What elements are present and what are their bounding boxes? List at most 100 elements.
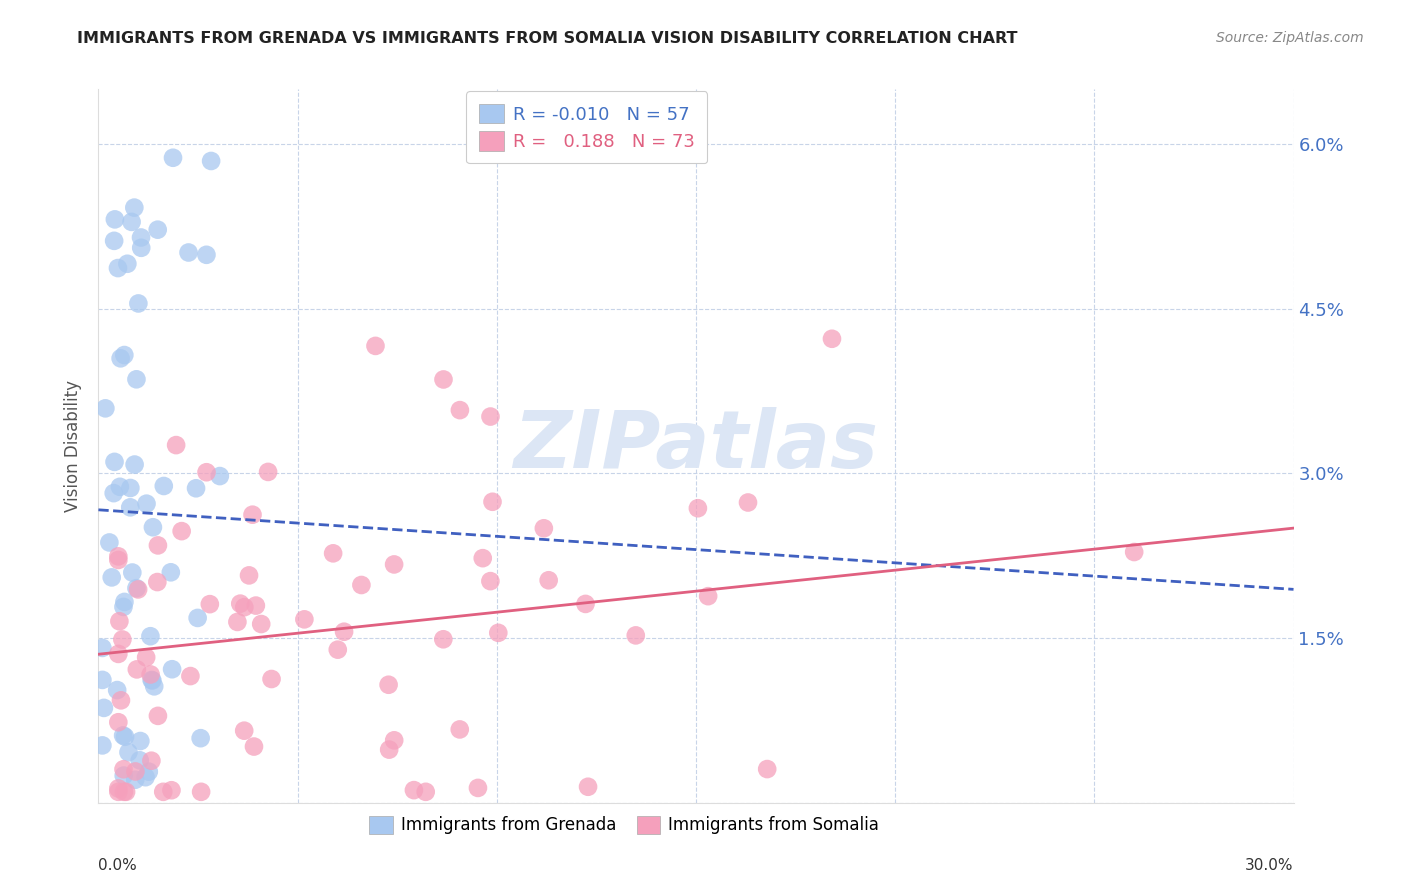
Point	[110, 351, 132, 366]
Point	[111, 632, 134, 647]
Point	[537, 574, 560, 588]
Point	[260, 672, 283, 686]
Point	[98, 535, 121, 549]
Point	[110, 693, 132, 707]
Text: ZIPatlas: ZIPatlas	[513, 407, 879, 485]
Point	[415, 785, 437, 799]
Text: 0.0%: 0.0%	[98, 858, 138, 872]
Point	[141, 673, 163, 687]
Text: Source: ZipAtlas.com: Source: ZipAtlas.com	[1216, 31, 1364, 45]
Point	[198, 597, 221, 611]
Point	[115, 785, 138, 799]
Point	[152, 479, 174, 493]
Point	[127, 582, 149, 597]
Y-axis label: Vision Disability: Vision Disability	[65, 380, 83, 512]
Point	[94, 401, 117, 416]
Point	[467, 780, 489, 795]
Point	[146, 709, 169, 723]
Point	[135, 650, 157, 665]
Point	[177, 245, 200, 260]
Point	[257, 465, 280, 479]
Point	[382, 558, 405, 572]
Point	[112, 785, 135, 799]
Point	[481, 495, 503, 509]
Point	[233, 723, 256, 738]
Point	[471, 551, 494, 566]
Point	[160, 662, 183, 676]
Point	[107, 549, 129, 564]
Point	[190, 785, 212, 799]
Point	[250, 617, 273, 632]
Point	[229, 597, 252, 611]
Point	[160, 566, 183, 580]
Point	[121, 566, 143, 580]
Point	[184, 481, 207, 495]
Point	[432, 372, 454, 386]
Point	[195, 465, 218, 479]
Point	[322, 546, 344, 560]
Point	[139, 667, 162, 681]
Point	[377, 678, 399, 692]
Point	[576, 780, 599, 794]
Point	[479, 409, 502, 424]
Point	[624, 628, 647, 642]
Point	[129, 734, 152, 748]
Point	[142, 520, 165, 534]
Point	[449, 723, 471, 737]
Point	[141, 754, 163, 768]
Point	[127, 296, 149, 310]
Point	[533, 521, 555, 535]
Legend: Immigrants from Grenada, Immigrants from Somalia: Immigrants from Grenada, Immigrants from…	[360, 805, 889, 845]
Point	[686, 501, 709, 516]
Point	[139, 629, 162, 643]
Point	[91, 640, 114, 655]
Point	[160, 783, 183, 797]
Point	[162, 151, 184, 165]
Point	[103, 486, 125, 500]
Point	[120, 481, 142, 495]
Point	[107, 785, 129, 799]
Point	[121, 215, 143, 229]
Point	[449, 403, 471, 417]
Text: 30.0%: 30.0%	[1246, 858, 1294, 872]
Point	[112, 762, 135, 776]
Point	[107, 647, 129, 661]
Point	[128, 753, 150, 767]
Point	[129, 241, 152, 255]
Point	[124, 772, 146, 787]
Point	[243, 739, 266, 754]
Point	[103, 234, 125, 248]
Point	[91, 739, 114, 753]
Point	[146, 538, 169, 552]
Point	[107, 715, 129, 730]
Point	[114, 595, 136, 609]
Point	[135, 770, 157, 784]
Point	[125, 662, 148, 676]
Point	[382, 733, 405, 747]
Point	[107, 781, 129, 796]
Text: IMMIGRANTS FROM GRENADA VS IMMIGRANTS FROM SOMALIA VISION DISABILITY CORRELATION: IMMIGRANTS FROM GRENADA VS IMMIGRANTS FR…	[77, 31, 1018, 46]
Point	[141, 673, 163, 688]
Point	[108, 614, 131, 628]
Point	[125, 372, 148, 386]
Point	[105, 683, 128, 698]
Point	[107, 553, 129, 567]
Point	[574, 597, 596, 611]
Point	[432, 632, 454, 647]
Point	[124, 458, 146, 472]
Point	[292, 612, 315, 626]
Point	[120, 500, 142, 515]
Point	[124, 201, 146, 215]
Point	[187, 611, 209, 625]
Point	[245, 599, 267, 613]
Point	[486, 625, 509, 640]
Point	[226, 615, 249, 629]
Point	[114, 730, 136, 744]
Point	[208, 469, 231, 483]
Point	[112, 599, 135, 614]
Point	[107, 261, 129, 276]
Point	[103, 455, 125, 469]
Point	[737, 495, 759, 509]
Point	[93, 701, 115, 715]
Point	[170, 524, 193, 538]
